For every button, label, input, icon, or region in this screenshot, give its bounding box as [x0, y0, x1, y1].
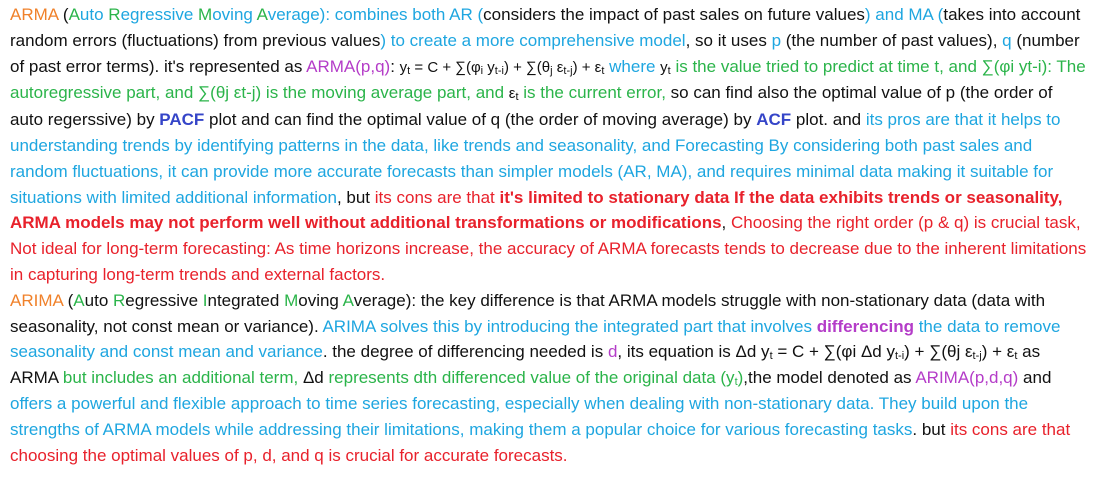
arima-text-segment: , its equation is Δd y: [617, 342, 770, 362]
arma-text-segment: is the value tried to predict at time t,…: [10, 56, 1086, 103]
arima-text-segment: ARIMA: [10, 290, 63, 310]
arima-text-segment: t: [734, 376, 738, 389]
arima-text-segment: t: [1014, 350, 1018, 363]
arma-text-segment: ACF: [756, 110, 792, 130]
arma-text-segment: ) and MA (: [864, 5, 944, 24]
arma-text-segment: q: [1002, 30, 1012, 50]
arima-text-segment: A: [342, 290, 354, 310]
arma-text-segment: it's limited to stationary data If the d…: [10, 187, 1063, 233]
arima-text-segment: egressive: [125, 290, 203, 310]
arima-text-segment: t: [769, 350, 773, 363]
arma-text-segment: A: [68, 5, 80, 24]
arima-text-segment: M: [284, 290, 299, 310]
arima-text-segment: A: [73, 290, 85, 310]
arma-text-segment: takes into account random errors (fluctu…: [10, 5, 1081, 50]
arma-text-segment: Choosing the right order (p & q) is cruc…: [10, 213, 1087, 284]
arma-text-segment: its pros are that it helps to understand…: [10, 110, 1061, 207]
arima-text-segment: ARIMA solves this by introducing the int…: [322, 316, 817, 336]
arma-text-segment: M: [198, 5, 213, 24]
arima-text-segment: uto: [84, 290, 113, 310]
arma-text-segment: y: [399, 58, 408, 76]
arma-text-segment: plot and can find the optimal value of q…: [204, 110, 757, 130]
arma-text-segment: plot. and: [791, 110, 866, 130]
arima-paragraph: ARIMA (Auto Regressive Integrated Moving…: [10, 288, 1090, 469]
arima-text-segment: Δd: [302, 368, 329, 388]
arima-text-segment: . the degree of differencing needed is: [322, 342, 608, 362]
arma-text-segment: ε: [552, 58, 564, 76]
arima-text-segment: ARIMA(p,d,q): [915, 368, 1019, 388]
arima-text-segment: differencing: [816, 316, 914, 336]
arma-text-segment: t-j: [563, 64, 573, 77]
arma-text-segment: A: [256, 5, 268, 24]
arma-text-segment: PACF: [159, 110, 205, 130]
arma-text-segment: verage):: [267, 5, 335, 24]
arima-text-segment: ,the model denoted as: [743, 368, 916, 388]
arima-text-segment: I: [202, 290, 208, 310]
arma-text-segment: y: [660, 58, 668, 76]
arma-text-segment: egressive: [120, 5, 199, 24]
arma-text-segment: , so it uses: [685, 30, 772, 50]
arma-text-segment: p: [771, 30, 782, 50]
arima-text-segment: (: [62, 290, 74, 310]
arma-text-segment: is the current error,: [518, 83, 666, 103]
arma-text-segment: ε: [508, 85, 516, 103]
arma-text-segment: ) + ∑(θ: [503, 58, 551, 76]
arima-text-segment: ) + ε: [981, 342, 1015, 362]
arma-text-segment: t: [601, 64, 605, 77]
arima-text-segment: t-i: [895, 350, 905, 363]
arima-text-segment: ntegrated: [207, 290, 285, 310]
arma-text-segment: :: [390, 56, 400, 76]
arma-text-segment: ,: [721, 213, 731, 233]
arma-text-segment: ARMA: [10, 5, 59, 24]
arma-text-segment: t: [407, 64, 411, 77]
arma-text-segment: ) to create a more comprehensive model: [380, 30, 686, 50]
arima-text-segment: = C + ∑(φi Δd y: [772, 342, 895, 362]
arima-text-segment: verage): the key difference is that ARMA…: [10, 290, 1046, 336]
arma-text-segment: t-i: [494, 64, 504, 77]
arima-text-segment: represents dth differenced value of the …: [328, 368, 735, 388]
arima-text-segment: R: [113, 290, 126, 310]
arma-text-segment: ARMA(p,q): [306, 56, 391, 76]
arma-text-segment: R: [108, 5, 121, 24]
arma-text-segment: ) + ε: [572, 58, 602, 76]
arma-text-segment: its cons are that: [374, 187, 500, 207]
arima-text-segment: ): [737, 368, 744, 388]
arima-text-segment: oving: [298, 290, 343, 310]
arma-text-segment: combines both AR (: [334, 5, 484, 24]
arma-paragraph: ARMA (Auto Regressive Moving Average): c…: [10, 2, 1090, 288]
arma-text-segment: y: [483, 58, 495, 76]
arma-text-segment: (: [58, 5, 69, 24]
arima-text-segment: the data to remove seasonality and const…: [10, 316, 1061, 362]
arma-text-segment: oving: [212, 5, 257, 24]
arma-text-segment: considers the impact of past sales on fu…: [483, 5, 865, 24]
arima-text-segment: ) + ∑(θj ε: [904, 342, 973, 362]
arma-text-segment: i: [480, 64, 484, 77]
arma-text-segment: t: [515, 91, 519, 104]
arma-text-segment: , but: [336, 187, 375, 207]
arma-text-segment: so can find also the optimal value of p …: [10, 83, 1053, 130]
arima-text-segment: its cons are that choosing the optimal v…: [10, 419, 1071, 465]
arima-text-segment: d: [607, 342, 618, 362]
arima-text-segment: offers a powerful and flexible approach …: [10, 393, 1029, 439]
arma-text-segment: uto: [79, 5, 109, 24]
arma-text-segment: (the number of past values),: [781, 30, 1003, 50]
arma-text-segment: where: [604, 56, 661, 76]
arima-text-segment: . but: [912, 419, 951, 439]
arima-text-segment: but includes an additional term,: [62, 368, 303, 388]
arima-text-segment: and: [1018, 368, 1052, 388]
arima-text-segment: t-j: [972, 350, 982, 363]
arima-text-segment: as ARMA: [10, 342, 1041, 388]
arma-text-segment: = C + ∑(φ: [410, 58, 481, 76]
arma-text-segment: j: [550, 64, 553, 77]
arma-text-segment: (number of past error terms). it's repre…: [10, 30, 1080, 76]
arma-text-segment: t: [667, 64, 671, 77]
